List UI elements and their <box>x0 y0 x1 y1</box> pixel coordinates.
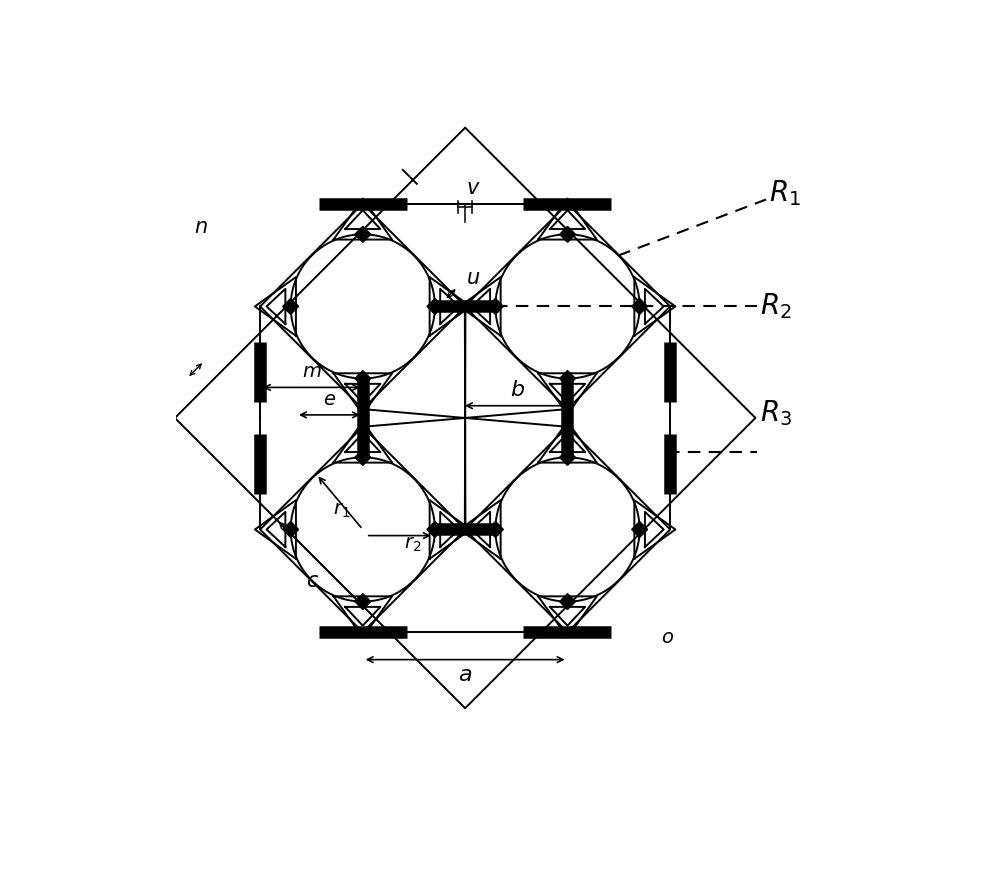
Polygon shape <box>560 370 575 387</box>
Text: $R_2$: $R_2$ <box>760 292 792 321</box>
Polygon shape <box>632 299 648 314</box>
Polygon shape <box>427 299 443 314</box>
Polygon shape <box>632 521 648 538</box>
Text: $u$: $u$ <box>466 268 480 288</box>
Polygon shape <box>355 370 371 387</box>
Polygon shape <box>355 226 371 243</box>
Polygon shape <box>355 594 371 609</box>
Text: $r_1$: $r_1$ <box>333 502 350 520</box>
Text: $r_2$: $r_2$ <box>404 536 421 553</box>
Text: $b$: $b$ <box>510 380 525 402</box>
Text: $c$: $c$ <box>306 570 320 590</box>
Text: $v$: $v$ <box>466 178 480 198</box>
Polygon shape <box>487 521 503 538</box>
Text: $e$: $e$ <box>323 390 336 409</box>
Polygon shape <box>560 450 575 465</box>
Text: $a$: $a$ <box>458 663 472 686</box>
Text: $R_1$: $R_1$ <box>769 178 801 209</box>
Text: $n$: $n$ <box>194 217 208 237</box>
Polygon shape <box>560 594 575 609</box>
Text: $R_3$: $R_3$ <box>760 398 792 429</box>
Polygon shape <box>283 521 299 538</box>
Polygon shape <box>487 299 503 314</box>
Polygon shape <box>283 299 299 314</box>
Polygon shape <box>560 226 575 243</box>
Text: $m$: $m$ <box>302 363 321 382</box>
Polygon shape <box>427 521 443 538</box>
Text: $o$: $o$ <box>661 629 674 647</box>
Polygon shape <box>355 450 371 465</box>
